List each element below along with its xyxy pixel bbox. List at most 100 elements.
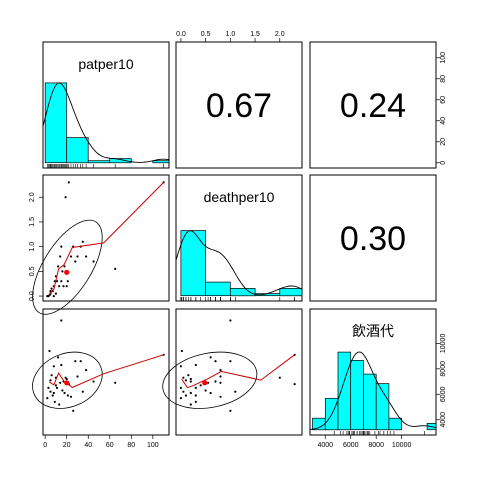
scatter-point-2-16	[229, 319, 232, 322]
scatter-point-2-4	[184, 379, 187, 382]
hist-bar-0-5	[152, 160, 170, 164]
x-axis-bottom-patper10-tick-label-4: 80	[127, 442, 135, 449]
scatter-point-2-5	[187, 374, 190, 377]
scatter-point-2-15	[219, 381, 222, 384]
density-curve-1	[175, 230, 303, 296]
scatter-point-2-3	[182, 390, 185, 393]
scatter-point-1-8	[52, 391, 55, 395]
x-axis-bottom-patper10-tick-label-1: 20	[63, 442, 71, 449]
scatter-point-0-5	[50, 287, 53, 290]
x-axis-top-deathper10-tick-label-1: 0.5	[201, 31, 211, 38]
scatter-point-1-9	[53, 400, 56, 403]
scatter-point-1-17	[60, 363, 63, 367]
correlation-ellipse-1	[32, 351, 103, 409]
correlation-value-1: 0.24	[340, 87, 406, 125]
scatter-point-2-28	[219, 375, 222, 378]
scatter-point-0-7	[52, 295, 55, 298]
scatter-point-0-32	[92, 260, 95, 263]
x-axis-bottom-drinking-tick-label-1: 6000	[343, 442, 359, 449]
x-axis-bottom-drinking-tick-label-2: 8000	[368, 442, 384, 449]
scatter-point-1-3	[49, 390, 52, 393]
hist-bar-1-4	[279, 288, 303, 297]
scatter-point-0-4	[49, 290, 52, 293]
scatter-point-0-22	[65, 285, 68, 288]
scatter-point-2-12	[194, 386, 197, 389]
smooth-line-2	[181, 354, 295, 389]
variable-label-0: patper10	[78, 56, 133, 72]
scatter-point-0-20	[63, 265, 66, 268]
panels-layer: patper10 deathper10 飲酒代 0.67 0.24 0.30	[32, 41, 437, 436]
scatter-point-1-31	[85, 369, 88, 372]
y-axis-right-frequency-tick-label-4: 80	[440, 75, 447, 83]
scatter-point-0-27	[74, 260, 77, 263]
hist-bar-2-3	[350, 360, 364, 431]
panel-frame-1-1	[175, 174, 303, 302]
scatter-point-2-25	[219, 395, 222, 398]
scatter-point-0-17	[60, 280, 63, 283]
scatter-point-0-31	[85, 255, 88, 258]
x-axis-top-deathper10-tick-label-2: 1.0	[225, 31, 235, 38]
scatter-point-1-22	[65, 377, 68, 381]
scatter-point-2-24	[293, 383, 296, 386]
scatter-point-2-20	[209, 391, 212, 395]
panel-frame-2-1	[175, 308, 303, 436]
hist-bar-0-1	[66, 137, 89, 164]
scatter-point-1-30	[81, 390, 84, 393]
hist-bar-1-2	[230, 288, 256, 297]
scatter-point-1-29	[79, 360, 82, 363]
y-axis-right-frequency-tick-label-3: 60	[440, 96, 447, 104]
scatter-point-1-18	[61, 389, 64, 392]
x-axis-bottom-patper10-tick-label-5: 100	[147, 442, 159, 449]
scatter-point-0-12	[55, 280, 59, 283]
y-axis-left-deathper10-tick-label-1: 0.5	[29, 266, 36, 276]
scatter-point-2-32	[214, 380, 217, 383]
scatter-point-0-33	[114, 267, 117, 270]
scatter-point-1-13	[57, 356, 60, 359]
panel-frame-0-0	[42, 41, 170, 169]
correlation-ellipse-2	[162, 351, 258, 409]
scatter-point-1-14	[58, 403, 61, 406]
x-axis-bottom-patper10-tick-label-3: 60	[106, 442, 114, 449]
scatter-point-2-1	[179, 386, 182, 389]
hist-bar-0-2	[87, 160, 111, 164]
y-axis-right-frequency-tick-label-0: 0	[440, 161, 447, 165]
y-axis-left-deathper10-tick-label-2: 1.0	[29, 242, 36, 252]
scatter-point-1-25	[69, 395, 73, 398]
scatter-point-1-11	[54, 384, 58, 387]
x-axis-top-deathper10-tick-label-3: 1.5	[250, 31, 260, 38]
mean-point-2	[202, 380, 208, 386]
scatter-point-2-2	[180, 349, 183, 353]
hist-bar-0-3	[109, 158, 132, 164]
x-axis-top-deathper10-tick-label-4: 2.0	[275, 31, 285, 38]
y-axis-left-deathper10-tick-label-4: 2.0	[29, 192, 36, 202]
y-axis-left-deathper10-tick-label-0: 0.0	[29, 291, 36, 301]
scatter-point-1-33	[114, 381, 117, 384]
hist-bar-1-0	[180, 230, 206, 297]
hist-bar-1-1	[205, 281, 231, 297]
scatter-point-2-21	[278, 376, 281, 379]
scatter-point-0-14	[58, 285, 61, 288]
scatter-point-2-33	[207, 381, 210, 384]
scatter-point-0-25	[69, 255, 73, 258]
scatter-point-2-7	[179, 365, 182, 368]
scatter-point-2-29	[229, 360, 232, 363]
scatter-point-1-2	[48, 349, 51, 353]
scatter-point-2-17	[194, 363, 197, 367]
scatter-point-0-28	[76, 255, 79, 258]
scatter-point-0-15	[59, 255, 62, 258]
hist-bar-2-5	[375, 383, 390, 431]
scatter-point-0-30	[81, 240, 84, 243]
y-axis-right-drinking-tick-label-3: 10000	[440, 334, 447, 354]
scatter-point-2-18	[204, 389, 207, 392]
scatter-point-2-23	[194, 394, 197, 397]
density-curve-2	[309, 351, 437, 430]
scatter-point-0-16	[60, 245, 63, 248]
density-curve-0	[42, 82, 170, 163]
variable-label-1: deathper10	[204, 189, 275, 205]
smooth-line-0	[48, 182, 164, 295]
correlation-value-0: 0.67	[206, 87, 272, 125]
scatter-point-2-14	[189, 403, 192, 406]
scatter-point-2-31	[219, 369, 222, 372]
scatter-point-1-5	[50, 374, 53, 377]
